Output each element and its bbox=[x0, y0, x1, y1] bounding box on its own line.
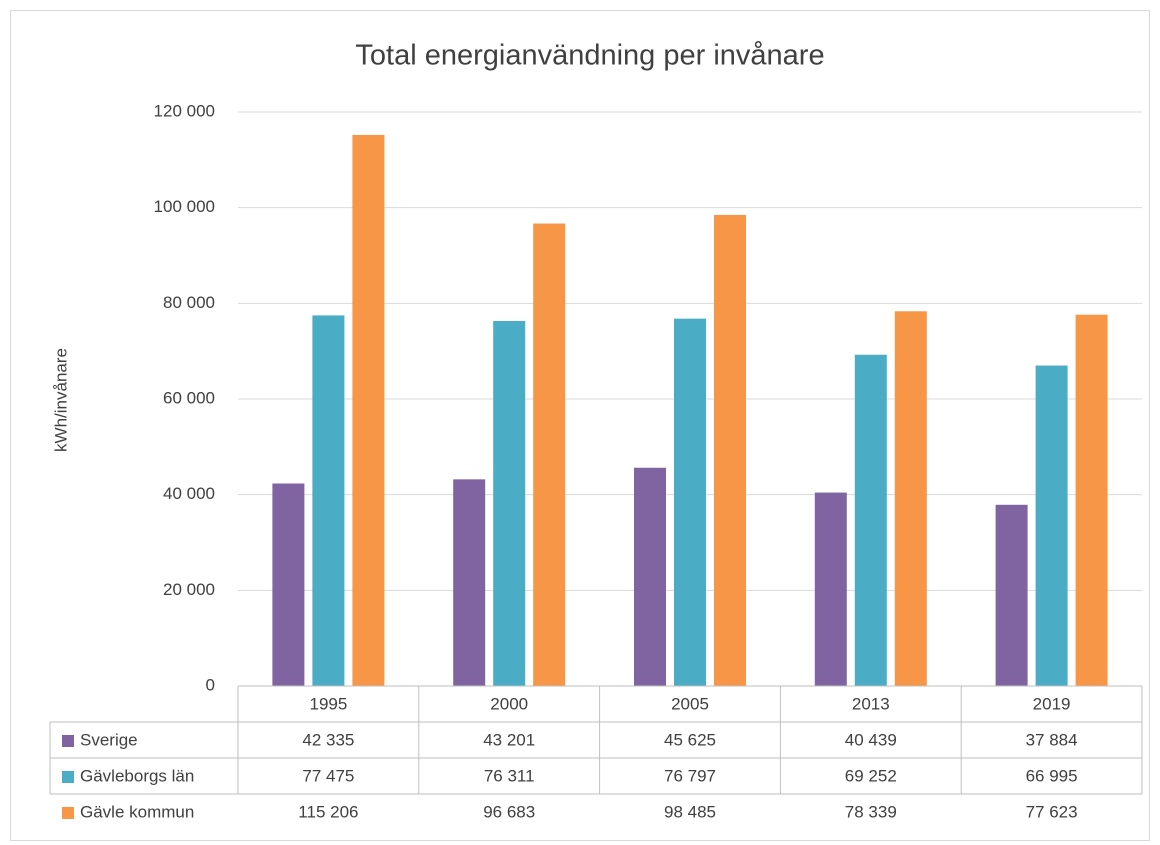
legend-label: Sverige bbox=[80, 730, 138, 749]
data-label: 66 995 bbox=[1026, 766, 1078, 785]
data-label: 115 206 bbox=[298, 802, 358, 821]
x-tick-label: 2000 bbox=[490, 694, 528, 713]
x-tick-label: 2019 bbox=[1033, 694, 1071, 713]
data-label: 76 797 bbox=[664, 766, 716, 785]
bar bbox=[674, 318, 706, 686]
legend-label: Gävle kommun bbox=[80, 802, 194, 821]
bar bbox=[312, 315, 345, 686]
bar bbox=[634, 467, 666, 686]
bar bbox=[493, 320, 526, 686]
data-label: 77 623 bbox=[1026, 802, 1078, 821]
data-label: 37 884 bbox=[1026, 730, 1078, 749]
data-label: 76 311 bbox=[484, 766, 535, 785]
data-label: 98 485 bbox=[664, 802, 716, 821]
bar bbox=[854, 354, 887, 686]
legend-key bbox=[62, 807, 74, 819]
data-label: 45 625 bbox=[664, 730, 716, 749]
bar bbox=[894, 311, 927, 686]
bar bbox=[995, 504, 1028, 686]
y-tick-label: 100 000 bbox=[154, 197, 215, 216]
y-axis-label: kWh/invånare bbox=[51, 348, 70, 452]
bar bbox=[272, 483, 305, 686]
bar bbox=[453, 479, 486, 686]
y-tick-label: 0 bbox=[206, 675, 215, 694]
x-tick-label: 2005 bbox=[671, 694, 709, 713]
legend-key bbox=[62, 735, 74, 747]
y-tick-label: 20 000 bbox=[163, 580, 215, 599]
data-label: 78 339 bbox=[845, 802, 897, 821]
y-tick-label: 80 000 bbox=[163, 293, 215, 312]
y-tick-label: 60 000 bbox=[163, 388, 215, 407]
bar bbox=[814, 492, 847, 686]
chart-border bbox=[10, 10, 1150, 841]
data-label: 42 335 bbox=[302, 730, 354, 749]
data-label: 43 201 bbox=[483, 730, 535, 749]
data-label: 40 439 bbox=[845, 730, 897, 749]
data-label: 77 475 bbox=[302, 766, 354, 785]
y-tick-label: 40 000 bbox=[163, 484, 215, 503]
data-label: 96 683 bbox=[483, 802, 535, 821]
legend-key bbox=[62, 771, 74, 783]
bar bbox=[352, 134, 385, 687]
x-tick-label: 2013 bbox=[852, 694, 890, 713]
bar bbox=[1075, 314, 1108, 686]
y-tick-label: 120 000 bbox=[154, 101, 215, 120]
x-tick-label: 1995 bbox=[309, 694, 347, 713]
bar bbox=[1035, 365, 1068, 686]
data-label: 69 252 bbox=[845, 766, 897, 785]
bar bbox=[714, 214, 746, 686]
legend-label: Gävleborgs län bbox=[80, 766, 194, 785]
chart-title: Total energianvändning per invånare bbox=[355, 40, 824, 72]
bar bbox=[533, 223, 566, 686]
